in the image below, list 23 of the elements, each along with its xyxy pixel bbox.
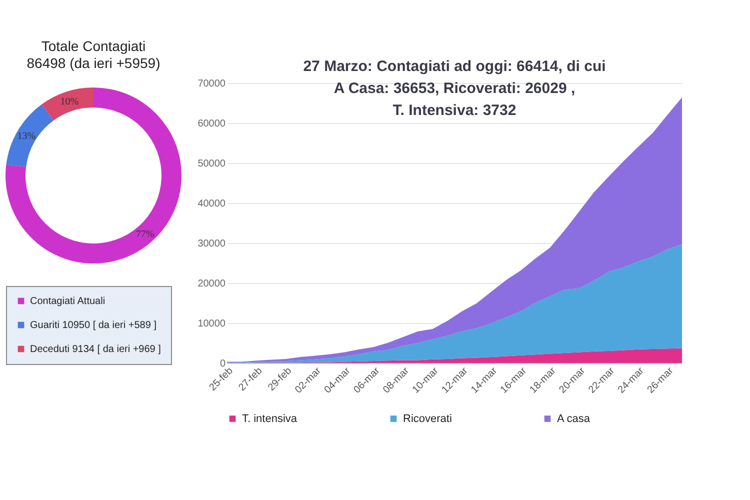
legend-label: T. intensiva — [242, 412, 298, 425]
donut-slice — [6, 88, 182, 264]
data-label: 10% — [60, 96, 79, 108]
chart-subtitle: 86498 (da ieri +5959) — [26, 55, 160, 71]
data-label: 13% — [17, 130, 36, 142]
legend-label: Contagiati Attuali — [30, 296, 106, 307]
legend-label: A casa — [557, 412, 591, 425]
y-tick-label: 20000 — [198, 278, 226, 290]
y-tick-label: 70000 — [198, 78, 226, 90]
legend-label: Deceduti 9134 [ da ieri +969 ] — [30, 344, 162, 355]
donut-slice — [6, 104, 54, 167]
y-tick-label: 50000 — [198, 158, 226, 170]
legend-label: Guariti 10950 [ da ieri +589 ] — [30, 320, 157, 331]
y-tick-label: 0 — [220, 358, 226, 370]
donut-slice — [42, 88, 94, 120]
data-label: 77% — [136, 229, 154, 240]
chart-title: Totale Contagiati — [41, 38, 146, 54]
y-tick-label: 60000 — [198, 118, 226, 130]
y-tick-label: 40000 — [198, 198, 226, 210]
chart-title: 27 Marzo: Contagiati ad oggi: 66414, di cui A Casa: 36653, Ricoverati: 26029 , T. Intensiva: 3732 — [303, 58, 606, 119]
legend-label: Ricoverati — [403, 412, 452, 425]
y-tick-label: 10000 — [198, 318, 226, 330]
y-tick-label: 30000 — [198, 238, 226, 250]
